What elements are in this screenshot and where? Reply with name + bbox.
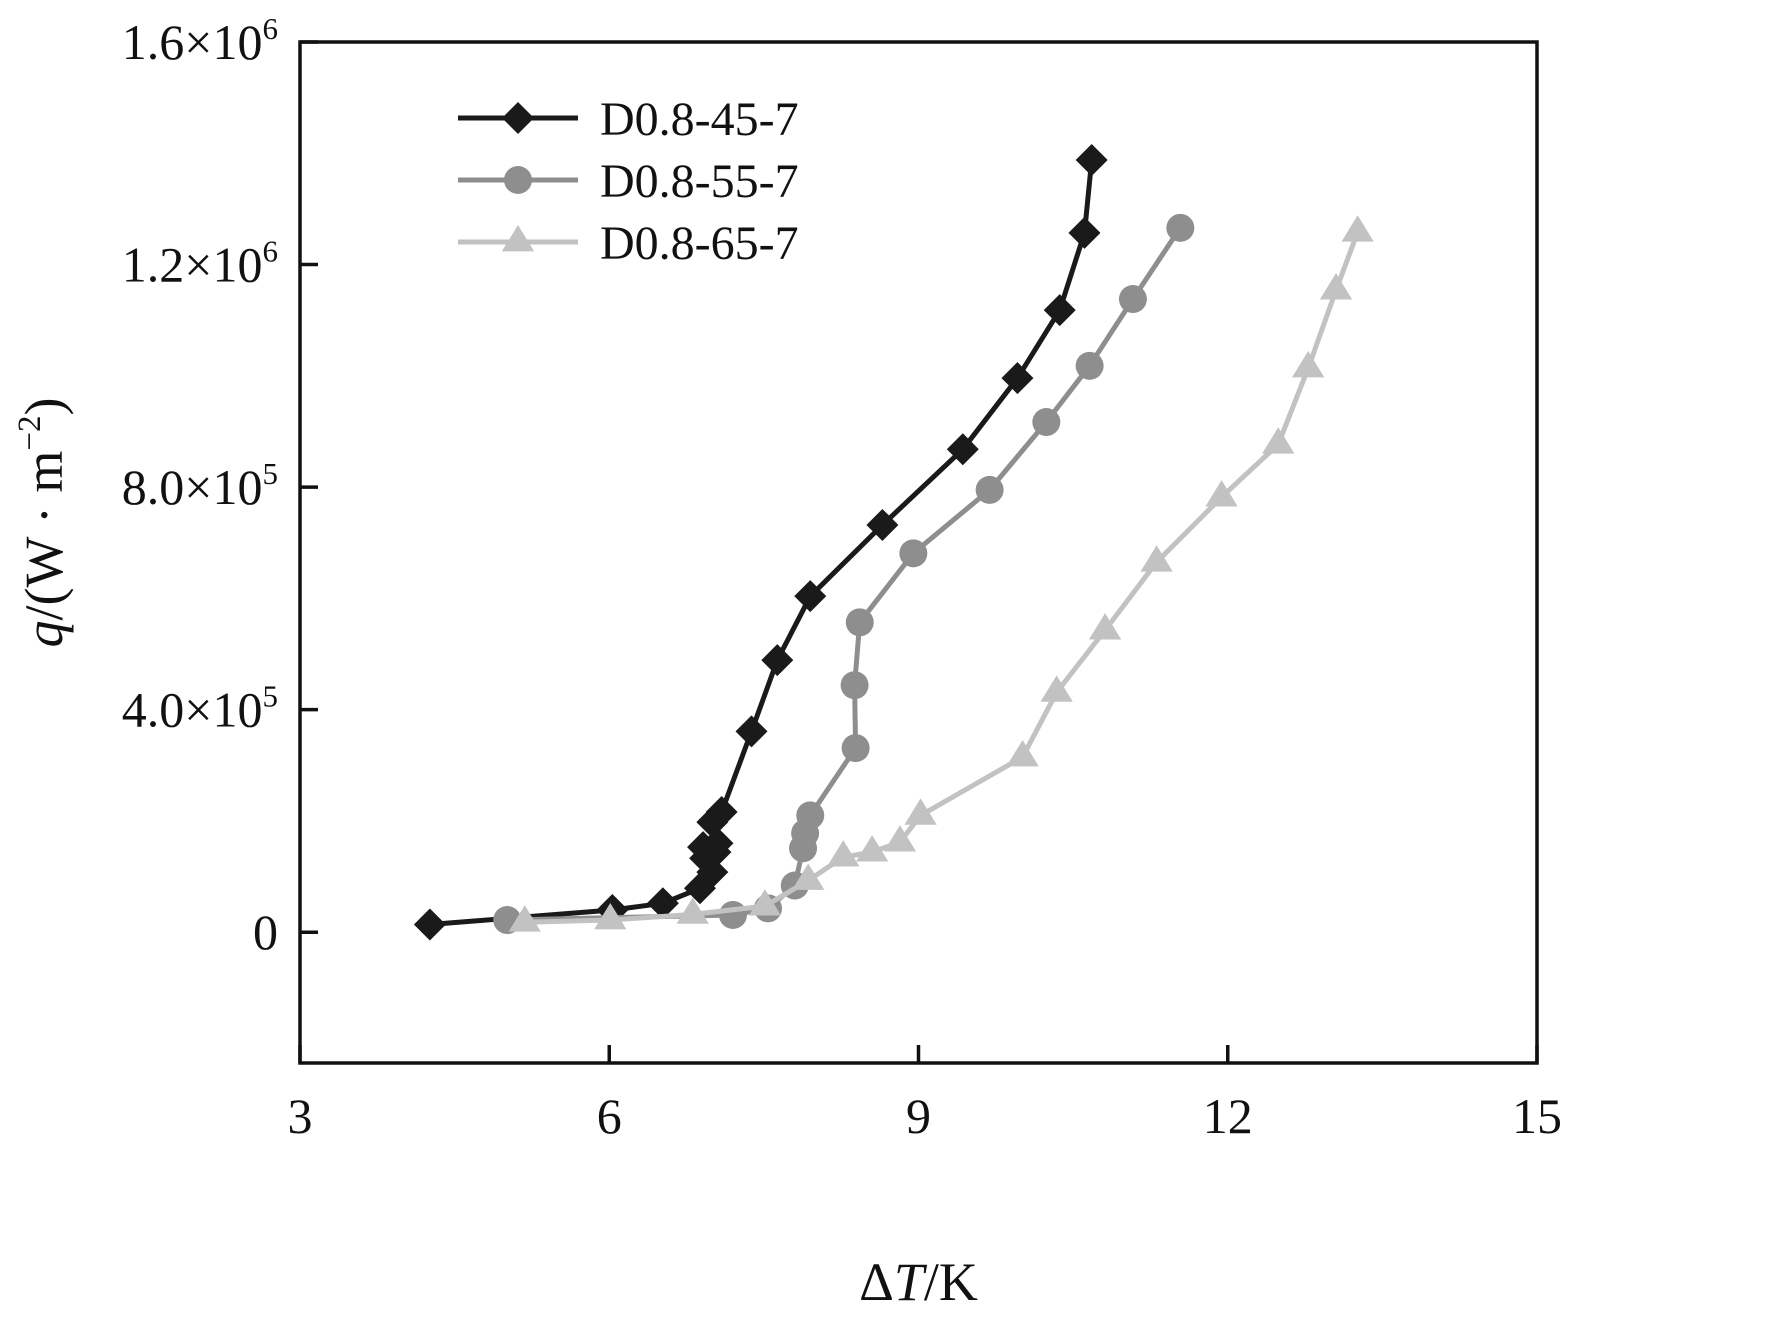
x-tick-label: 15 bbox=[1512, 1088, 1562, 1144]
legend-entry: D0.8-65-7 bbox=[458, 217, 799, 270]
x-tick-label: 3 bbox=[288, 1088, 313, 1144]
series-D0.8-45-7 bbox=[413, 143, 1108, 941]
data-point-marker bbox=[899, 539, 928, 568]
data-point-marker bbox=[1001, 362, 1034, 395]
x-tick-label: 6 bbox=[597, 1088, 622, 1144]
data-point-marker bbox=[1292, 351, 1325, 378]
data-point-marker bbox=[735, 715, 768, 748]
series-line bbox=[504, 225, 1183, 923]
data-point-marker bbox=[1118, 285, 1147, 314]
data-point-marker bbox=[594, 903, 627, 930]
legend-label: D0.8-45-7 bbox=[600, 93, 799, 146]
y-tick-label: 8.0×105 bbox=[122, 456, 278, 515]
series-D0.8-65-7 bbox=[508, 215, 1374, 932]
data-point-marker bbox=[796, 801, 825, 830]
data-point-marker bbox=[841, 734, 870, 763]
y-tick-label: 4.0×105 bbox=[122, 679, 278, 738]
data-point-marker bbox=[904, 798, 937, 825]
data-point-marker bbox=[413, 908, 446, 941]
legend-label: D0.8-55-7 bbox=[600, 155, 799, 208]
data-point-marker bbox=[1075, 143, 1108, 176]
y-axis: 0 4.0×105 8.0×105 1.2×106 1.6×106 bbox=[122, 11, 318, 960]
data-point-marker bbox=[866, 508, 899, 541]
data-point-marker bbox=[946, 433, 979, 466]
data-point-marker bbox=[646, 887, 679, 920]
data-point-marker bbox=[855, 835, 889, 862]
data-point-marker bbox=[502, 102, 534, 134]
series-line bbox=[522, 229, 1361, 925]
data-point-marker bbox=[883, 825, 917, 852]
data-point-marker bbox=[1068, 216, 1101, 249]
data-point-marker bbox=[827, 840, 860, 867]
data-point-marker bbox=[718, 900, 747, 929]
data-point-marker bbox=[1032, 408, 1061, 437]
data-point-marker bbox=[840, 671, 869, 700]
series-line bbox=[427, 157, 1095, 927]
data-point-marker bbox=[504, 166, 532, 194]
data-point-marker bbox=[748, 889, 782, 916]
data-point-marker bbox=[676, 897, 709, 924]
data-point-marker bbox=[1006, 739, 1039, 767]
y-axis-label: q/(W · m−2) bbox=[12, 397, 74, 647]
x-tick-label: 9 bbox=[906, 1088, 931, 1144]
legend-entry: D0.8-45-7 bbox=[458, 93, 799, 146]
series-D0.8-55-7 bbox=[493, 213, 1195, 935]
data-point-marker bbox=[1088, 613, 1122, 640]
data-point-marker bbox=[1043, 294, 1076, 327]
data-point-marker bbox=[1075, 351, 1104, 380]
data-point-marker bbox=[845, 608, 874, 637]
y-tick-label: 1.2×106 bbox=[122, 234, 278, 293]
x-tick-label: 12 bbox=[1203, 1088, 1253, 1144]
data-point-marker bbox=[792, 863, 825, 890]
y-tick-label: 1.6×106 bbox=[122, 11, 278, 70]
data-point-marker bbox=[1205, 480, 1238, 507]
data-point-marker bbox=[705, 796, 738, 829]
data-point-marker bbox=[1140, 545, 1173, 572]
data-point-marker bbox=[975, 475, 1004, 504]
x-axis: 3 6 9 12 15 bbox=[288, 1045, 1562, 1144]
data-point-marker bbox=[1319, 273, 1353, 300]
data-point-marker bbox=[501, 225, 535, 252]
data-point-marker bbox=[508, 905, 541, 932]
data-point-marker bbox=[1166, 213, 1195, 242]
data-point-marker bbox=[794, 580, 827, 613]
y-tick-label: 0 bbox=[253, 904, 278, 960]
legend: D0.8-45-7 D0.8-55-7 D0.8-65-7 bbox=[458, 93, 799, 270]
legend-entry: D0.8-55-7 bbox=[458, 155, 799, 208]
data-point-marker bbox=[1262, 427, 1295, 454]
legend-label: D0.8-65-7 bbox=[600, 217, 799, 270]
data-point-marker bbox=[761, 644, 794, 677]
data-point-marker bbox=[1040, 675, 1073, 702]
x-axis-label: ΔT/K bbox=[859, 1252, 978, 1312]
data-point-marker bbox=[1341, 215, 1374, 242]
